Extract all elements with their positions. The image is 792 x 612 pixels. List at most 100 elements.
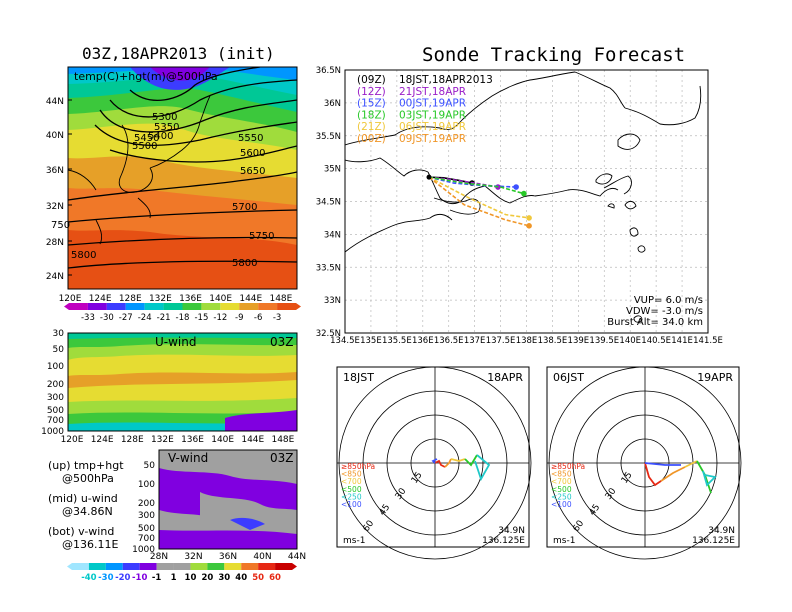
v-wind-label: V-wind xyxy=(168,451,208,465)
top-y-tick-label: 44N xyxy=(46,97,64,107)
wind-colorbar-label: 1 xyxy=(171,573,177,583)
temp-colorbar-cell xyxy=(69,303,88,310)
legend-launch-time: 18JST,18APR2013 xyxy=(399,74,493,86)
hodograph-segment xyxy=(660,466,686,482)
u-wind-x-axis: 120E 124E 128E 132E 136E 140E 144E 148E xyxy=(61,435,295,445)
temp-colorbar-cell xyxy=(277,303,296,310)
wind-colorbar-label: 10 xyxy=(185,573,197,583)
u-y-tick-label: 200 xyxy=(47,380,64,390)
temp-colorbar-arrow-right xyxy=(296,303,301,310)
map-y-tick-label: 33N xyxy=(324,296,341,306)
v-wind-frame xyxy=(158,449,298,550)
v-y-tick-label: 200 xyxy=(138,499,155,509)
legend-note-1: (up) tmp+hgt xyxy=(48,459,124,472)
hodograph-segment xyxy=(434,459,446,468)
contour-label: 5600 xyxy=(240,148,265,159)
top-map-label: temp(C)+hgt(m)@500hPa xyxy=(74,70,218,83)
map-coastlines xyxy=(345,71,702,323)
wind-colorbar-cell xyxy=(105,563,123,570)
legend-launch-code: (09Z) xyxy=(357,74,386,86)
legend-launch-time: 21JST,18APR xyxy=(399,86,466,98)
temp-colorbar-cell xyxy=(239,303,259,310)
temp-colorbar-cell xyxy=(258,303,278,310)
sonde-track-line xyxy=(428,176,530,219)
top-x-tick-label: 144E xyxy=(239,294,262,304)
wind-colorbar-label: -1 xyxy=(152,573,162,583)
hodograph-segment xyxy=(644,462,662,487)
wind-colorbar-cell xyxy=(275,563,292,570)
u-x-tick-label: 148E xyxy=(271,435,294,445)
hodograph-segment xyxy=(684,460,698,468)
u-y-tick-label: 30 xyxy=(53,329,65,339)
map-x-tick-label: 135.5E xyxy=(382,336,412,346)
wind-colorbar-label: 40 xyxy=(235,573,247,583)
wind-colorbar-arrow-left xyxy=(67,563,72,570)
wind-colorbar-cell xyxy=(72,563,89,570)
v-y-tick-label: 100 xyxy=(138,480,155,490)
polar-legend-item: <500 xyxy=(551,485,572,494)
top-y-tick-label: 40N xyxy=(46,131,64,141)
contour-label: 5450 xyxy=(134,133,159,144)
map-y-tick-label: 35.5N xyxy=(316,132,341,142)
polar-lon: 136.125E xyxy=(692,536,735,546)
wind-colorbar-cell xyxy=(156,563,174,570)
v-x-tick-label: 32N xyxy=(184,552,202,562)
wind-colorbar-label: 20 xyxy=(201,573,213,583)
v-x-tick-label: 28N xyxy=(150,552,168,562)
polar-frame xyxy=(546,366,740,548)
temp-colorbar-label: -30 xyxy=(100,313,114,323)
map-x-tick-label: 140.5E xyxy=(641,336,671,346)
legend-launch-time: 03JST,19APR xyxy=(399,109,466,121)
contour-label: 5300 xyxy=(152,112,177,123)
map-x-tick-label: 138E xyxy=(516,336,538,346)
polar-time: 06JST xyxy=(553,371,584,384)
contour-label: 5750 xyxy=(249,231,274,242)
u-y-tick-label: 1000 xyxy=(41,427,64,437)
legend-note-3: (mid) u-wind xyxy=(48,492,118,505)
temp-colorbar-cell xyxy=(87,303,107,310)
top-y-tick-label: 36N xyxy=(46,166,64,176)
top-map-x-axis: 120E 124E 128E 132E 136E 140E 144E 148E xyxy=(59,294,293,304)
u-wind-frame xyxy=(67,332,298,432)
sonde-landing-point xyxy=(521,190,527,197)
v-wind-time: 03Z xyxy=(270,451,294,465)
initial-time-title: 03Z,18APR2013 (init) xyxy=(82,44,275,63)
temp-colorbar-cell xyxy=(201,303,221,310)
legend-note-5: (bot) v-wind xyxy=(48,525,115,538)
wind-colorbar-cell xyxy=(88,563,106,570)
temp-colorbar-label: -27 xyxy=(119,313,133,323)
top-y-tick-label: 28N xyxy=(46,238,64,248)
tracking-map-area xyxy=(345,70,708,333)
contour-label: 5350 xyxy=(154,122,179,133)
wind-colorbar-label: -10 xyxy=(132,573,147,583)
legend-launch-code: (15Z) xyxy=(357,98,386,110)
polar-legend-item: <700 xyxy=(551,477,572,486)
map-x-tick-label: 138.5E xyxy=(538,336,568,346)
map-x-tick-label: 137.5E xyxy=(486,336,516,346)
wind-colorbar-cell xyxy=(122,563,140,570)
map-x-tick-label: 137E xyxy=(464,336,486,346)
polar-date: 19APR xyxy=(697,371,733,384)
temp-colorbar-label: -6 xyxy=(254,313,262,323)
polar-frame xyxy=(336,366,530,548)
v-y-tick-label: 700 xyxy=(138,534,155,544)
polar-legend-item: <100 xyxy=(551,500,572,509)
u-wind-field xyxy=(68,333,297,431)
map-y-tick-label: 34N xyxy=(324,230,341,240)
temp-colorbar-label: -24 xyxy=(138,313,152,323)
polar-lat: 34.9N xyxy=(708,526,735,536)
polar-time: 18JST xyxy=(343,371,374,384)
map-x-tick-label: 136.5E xyxy=(434,336,464,346)
u-x-tick-label: 128E xyxy=(121,435,144,445)
hodograph-segment xyxy=(444,458,452,468)
polar-unit: ms-1 xyxy=(343,536,365,546)
polar-legend-item: <500 xyxy=(341,485,362,494)
map-y-tick-label: 35N xyxy=(324,165,341,175)
polar-legend-item: <100 xyxy=(341,500,362,509)
u-y-tick-label: 50 xyxy=(53,345,65,355)
legend-launch-code: (00Z) xyxy=(357,133,386,145)
sonde-tracks xyxy=(426,174,532,229)
wind-colorbar-cell xyxy=(258,563,276,570)
contour-label: 5500 xyxy=(132,141,157,152)
